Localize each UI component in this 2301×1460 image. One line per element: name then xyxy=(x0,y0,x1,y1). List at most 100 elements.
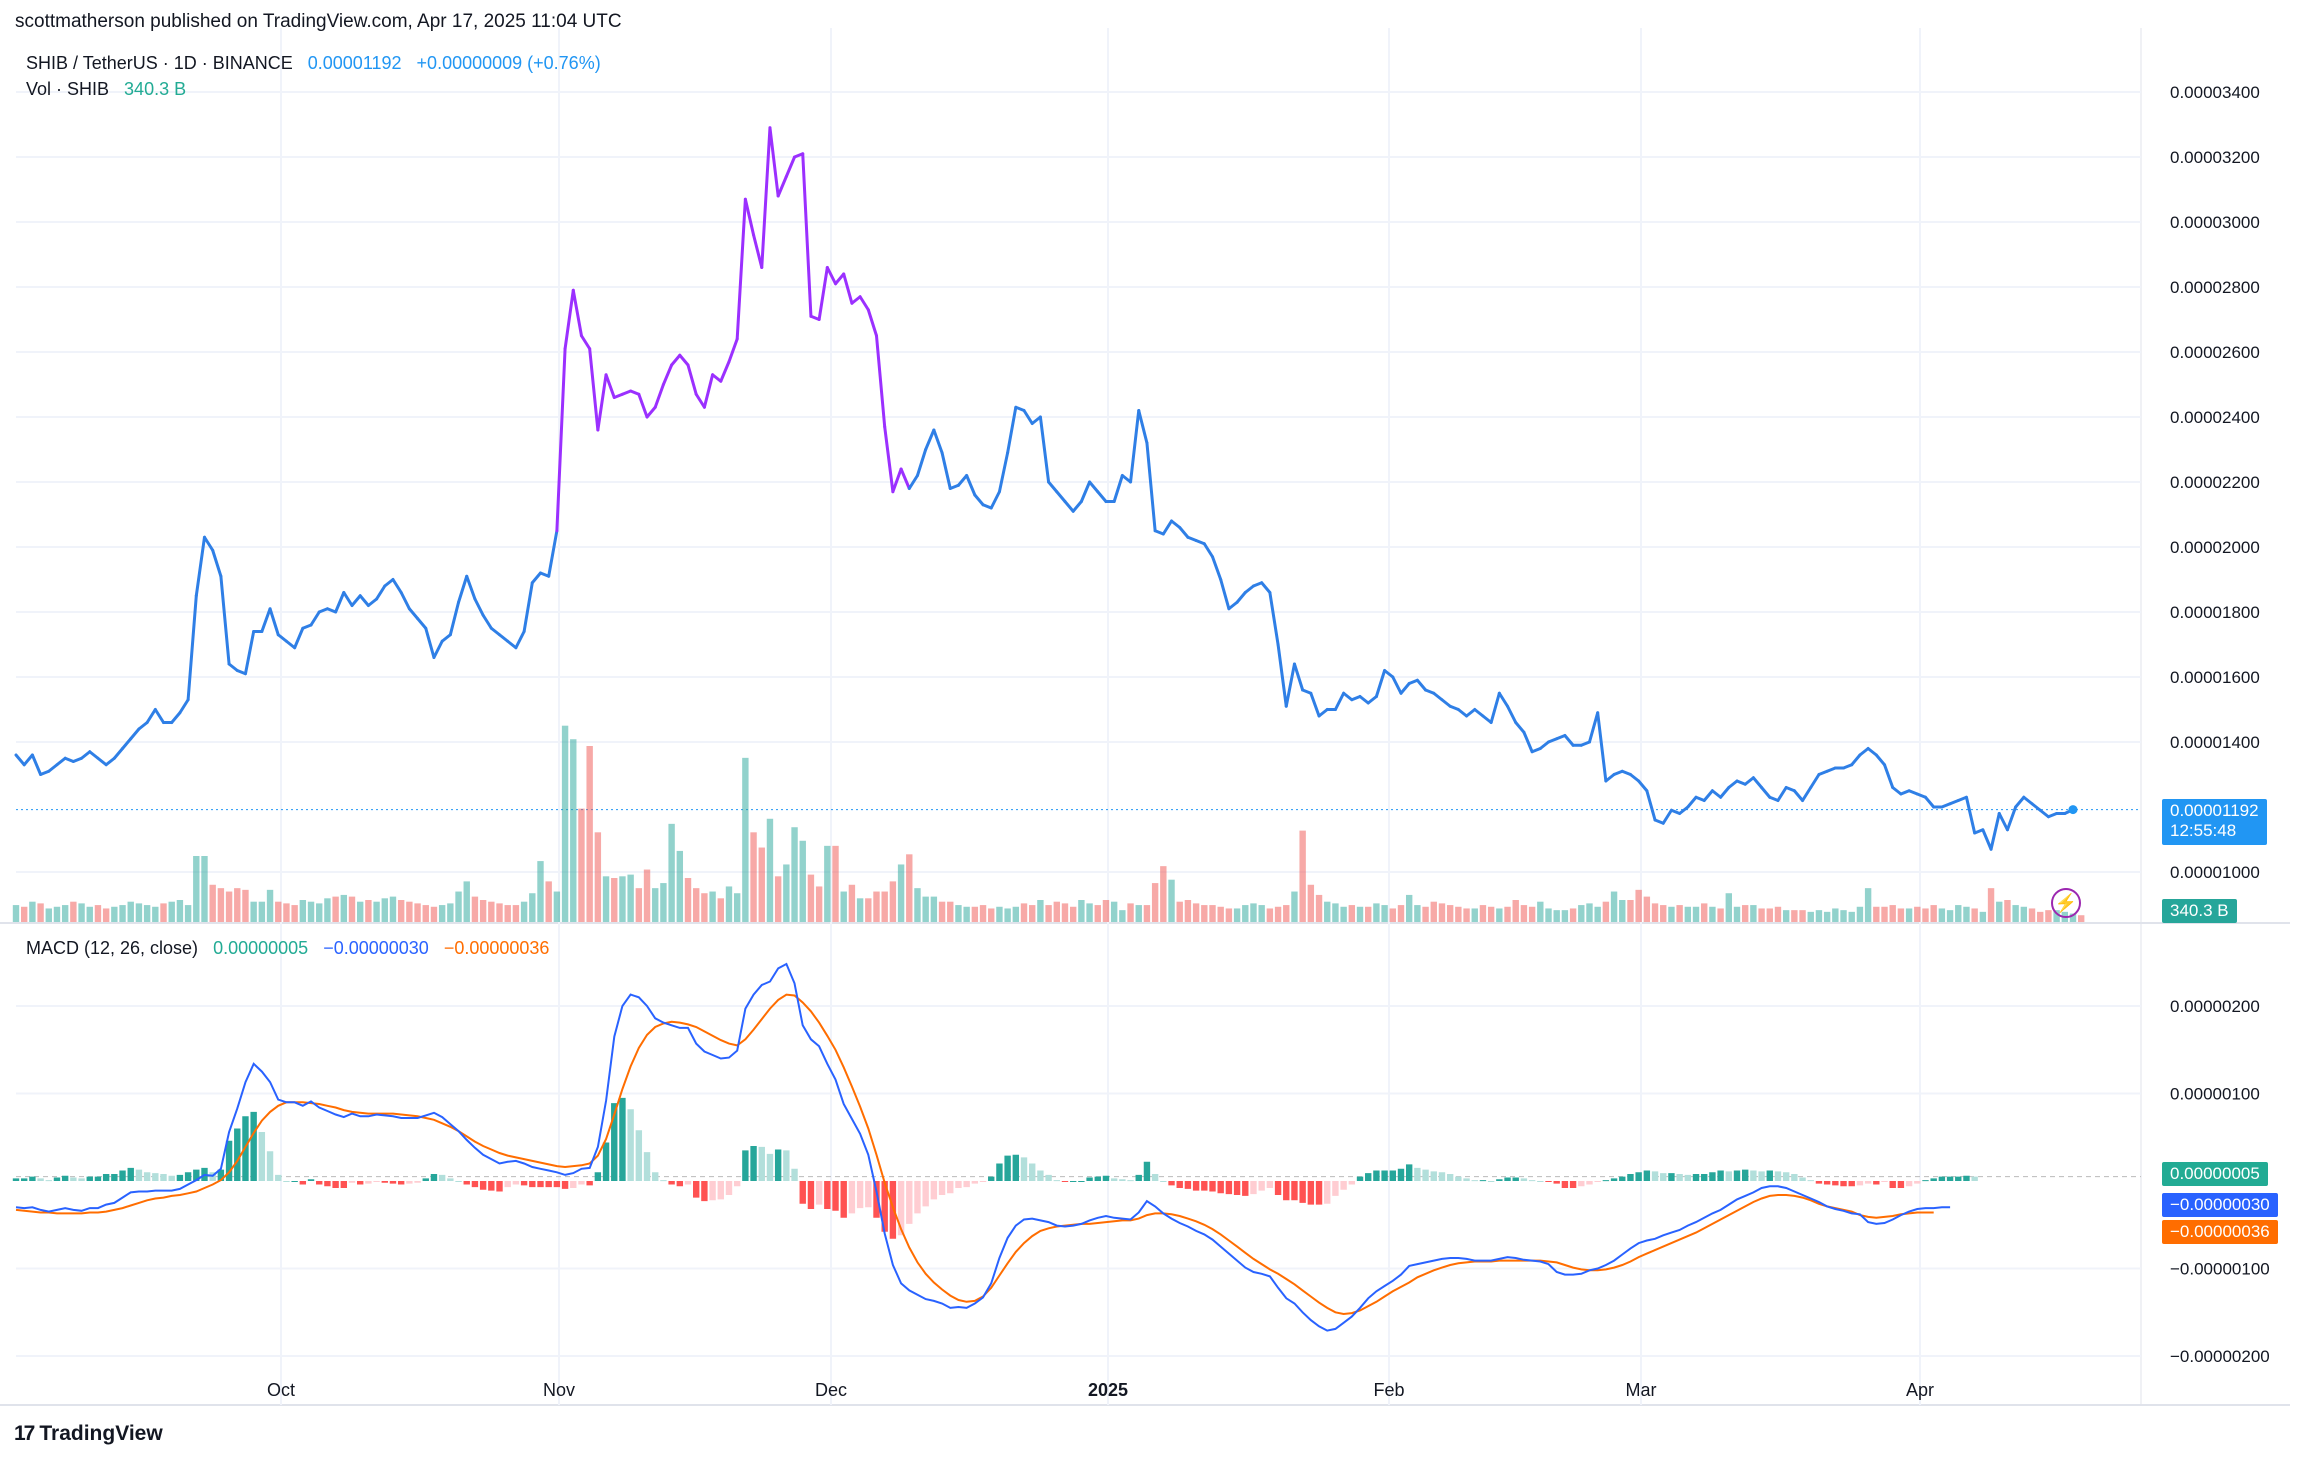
volume-bar xyxy=(1471,908,1478,922)
histogram-bar xyxy=(102,1174,110,1181)
volume-bar xyxy=(70,901,77,922)
macd-legend[interactable]: MACD (12, 26, close) 0.00000005 −0.00000… xyxy=(26,938,549,959)
volume-bar xyxy=(684,878,692,922)
flash-icon[interactable]: ⚡ xyxy=(2051,888,2081,918)
histogram-bar xyxy=(988,1176,995,1181)
price-line-segment xyxy=(1399,682,1411,695)
volume-value: 340.3 B xyxy=(124,79,187,99)
volume-bar xyxy=(414,903,421,922)
price-line-segment xyxy=(1702,789,1714,802)
histogram-bar xyxy=(906,1181,913,1224)
price-line-segment xyxy=(1645,789,1657,822)
price-line-segment xyxy=(14,753,26,767)
volume-bar xyxy=(2045,910,2052,922)
price-line-segment xyxy=(801,152,813,318)
volume-bar xyxy=(1881,906,1888,922)
price-line-segment xyxy=(243,630,256,676)
volume-bar xyxy=(160,903,167,922)
histogram-bar xyxy=(1971,1176,1978,1181)
volume-bar xyxy=(86,906,93,922)
histogram-bar xyxy=(1848,1181,1855,1187)
histogram-bar xyxy=(1750,1170,1757,1181)
histogram-bar xyxy=(520,1181,528,1186)
volume-bar xyxy=(152,906,159,922)
volume-bar xyxy=(250,901,257,922)
histogram-bar xyxy=(266,1151,274,1181)
histogram-bar xyxy=(865,1181,872,1208)
volume-bar xyxy=(1151,883,1159,922)
histogram-bar xyxy=(1889,1181,1896,1188)
volume-bar xyxy=(504,905,511,922)
volume-bar xyxy=(2069,913,2077,922)
volume-bar xyxy=(1553,910,1560,922)
histogram-bar xyxy=(184,1172,192,1181)
volume-bar xyxy=(127,901,134,922)
histogram-bar xyxy=(1242,1181,1249,1196)
price-line-segment xyxy=(1604,773,1616,783)
volume-bar xyxy=(1455,906,1462,922)
histogram-bar xyxy=(586,1181,593,1186)
price-line-segment xyxy=(1710,789,1723,799)
price-line-segment xyxy=(1456,708,1469,718)
volume-bar xyxy=(1619,900,1626,922)
volume-bar xyxy=(1758,908,1765,922)
price-line-segment xyxy=(293,626,305,650)
histogram-bar xyxy=(1520,1178,1528,1181)
volume-bar xyxy=(1766,908,1773,922)
volume-bar xyxy=(1774,906,1782,922)
price-line-segment xyxy=(1874,753,1887,767)
volume-bar xyxy=(988,908,995,922)
price-line-segment xyxy=(211,548,223,578)
histogram-bar xyxy=(324,1181,331,1187)
volume-bar xyxy=(1610,891,1618,922)
price-line-segment xyxy=(637,392,649,419)
histogram-bar xyxy=(660,1180,667,1182)
histogram-bar xyxy=(299,1181,307,1185)
histogram-bar xyxy=(225,1140,233,1181)
price-tick-label: 0.00002000 xyxy=(2170,538,2260,557)
price-line-segment xyxy=(1743,776,1755,786)
volume-bar xyxy=(1299,830,1306,922)
volume-bar xyxy=(1946,910,1954,922)
volume-bar xyxy=(1840,910,1847,922)
histogram-bar xyxy=(422,1178,429,1181)
volume-bar xyxy=(1184,900,1192,922)
histogram-bar xyxy=(1635,1172,1642,1181)
histogram-bar xyxy=(1160,1181,1167,1182)
histogram-bar xyxy=(693,1181,700,1198)
volume-bar xyxy=(242,889,249,922)
volume-bar xyxy=(1487,906,1495,922)
macd-tag: −0.00000030 xyxy=(2162,1193,2278,1217)
histogram-bar xyxy=(619,1097,626,1181)
histogram-bar xyxy=(1643,1170,1651,1181)
price-line-segment xyxy=(481,613,493,630)
price-line-segment xyxy=(924,428,936,451)
histogram-bar xyxy=(1545,1181,1552,1182)
histogram-bar xyxy=(1815,1181,1823,1184)
volume-bar xyxy=(1405,894,1413,922)
price-line-segment xyxy=(47,763,59,773)
volume-bar xyxy=(545,881,552,922)
price-line-segment xyxy=(858,295,870,312)
volume-bar xyxy=(1430,901,1437,922)
histogram-bar xyxy=(111,1174,118,1181)
histogram-bar xyxy=(1414,1167,1421,1181)
histogram-bar xyxy=(578,1181,585,1185)
histogram-bar xyxy=(307,1179,315,1181)
histogram-bar xyxy=(1717,1170,1724,1181)
histogram-bar xyxy=(234,1128,241,1181)
volume-bar xyxy=(717,898,724,922)
price-line-segment xyxy=(1276,643,1288,708)
price-line-segment xyxy=(2005,805,2018,832)
volume-legend[interactable]: Vol · SHIB 340.3 B xyxy=(26,79,186,100)
histogram-bar xyxy=(1438,1172,1446,1181)
histogram-bar xyxy=(438,1174,446,1181)
volume-bar xyxy=(406,901,413,922)
signal-line xyxy=(15,993,1934,1316)
symbol-legend[interactable]: SHIB / TetherUS · 1D · BINANCE 0.0000119… xyxy=(26,53,601,74)
footer-brand[interactable]: 17 TradingView xyxy=(14,1422,163,1446)
price-line-segment xyxy=(2014,795,2026,809)
price-line-segment xyxy=(1227,600,1239,611)
histogram-bar xyxy=(1627,1174,1634,1181)
